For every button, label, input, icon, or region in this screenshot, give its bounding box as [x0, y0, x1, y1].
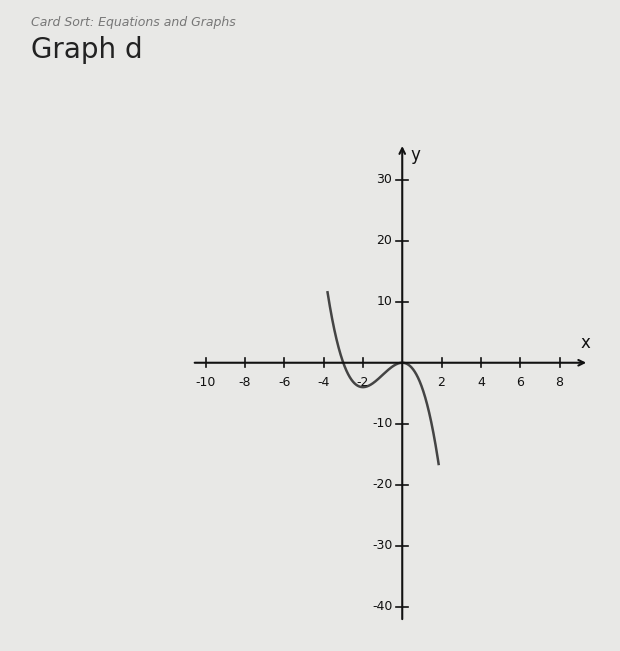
Text: -10: -10 — [372, 417, 392, 430]
Text: -10: -10 — [195, 376, 216, 389]
Text: 2: 2 — [438, 376, 446, 389]
Text: -6: -6 — [278, 376, 291, 389]
Text: -2: -2 — [356, 376, 369, 389]
Text: -8: -8 — [239, 376, 251, 389]
Text: 20: 20 — [376, 234, 392, 247]
Text: Card Sort: Equations and Graphs: Card Sort: Equations and Graphs — [31, 16, 236, 29]
Text: 8: 8 — [556, 376, 564, 389]
Text: 10: 10 — [376, 296, 392, 309]
Text: 30: 30 — [376, 173, 392, 186]
Text: -30: -30 — [372, 539, 392, 552]
Text: -20: -20 — [372, 478, 392, 492]
Text: -40: -40 — [372, 600, 392, 613]
Text: Graph d: Graph d — [31, 36, 143, 64]
Text: x: x — [580, 334, 590, 352]
Text: -4: -4 — [317, 376, 330, 389]
Text: 6: 6 — [516, 376, 524, 389]
Text: 4: 4 — [477, 376, 485, 389]
Text: y: y — [410, 146, 420, 164]
